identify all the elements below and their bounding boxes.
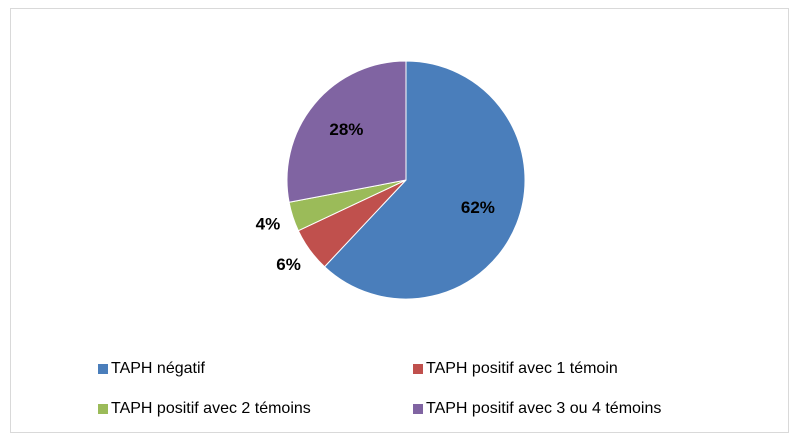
data-label: 4% [256, 214, 281, 233]
pie-slice [323, 60, 526, 300]
data-label: 6% [276, 255, 301, 274]
data-label: 62% [461, 198, 495, 217]
pie-slice [286, 60, 407, 203]
legend-swatch [98, 404, 108, 414]
legend-swatch [98, 364, 108, 374]
legend-label: TAPH négatif [111, 360, 206, 377]
legend-swatch [413, 364, 423, 374]
data-label: 28% [329, 120, 363, 139]
legend-swatch [413, 404, 423, 414]
legend-label: TAPH positif avec 1 témoin [426, 360, 618, 377]
legend-label: TAPH positif avec 3 ou 4 témoins [426, 400, 661, 417]
legend-label: TAPH positif avec 2 témoins [111, 400, 311, 417]
